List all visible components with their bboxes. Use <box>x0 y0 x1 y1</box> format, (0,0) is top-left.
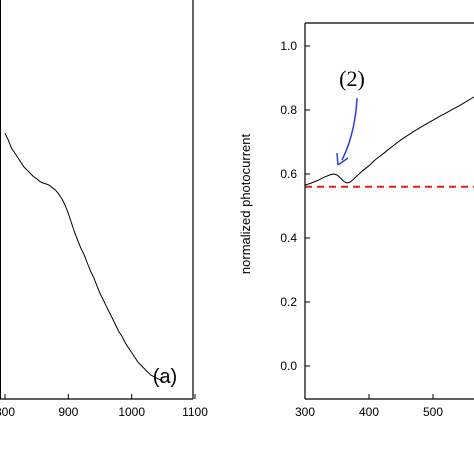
panel-b-y-ticks: 0.0 0.2 0.4 0.6 0.8 1.0 <box>280 39 310 373</box>
panel-b-y-tick-label: 1.0 <box>280 39 297 53</box>
panel-b-x-tick-label: 400 <box>359 405 379 419</box>
panel-a-x-tick-label: 900 <box>58 405 78 419</box>
panel-b-y-axis-label: normalized photocurrent <box>238 134 253 275</box>
panel-a-label: (a) <box>153 366 177 388</box>
panel-b-x-tick-label: 500 <box>423 405 443 419</box>
panel-a-x-tick-label: 800 <box>0 405 15 419</box>
panel-b: 0.0 0.2 0.4 0.6 0.8 1.0 300 400 500 normalized … <box>238 22 474 419</box>
panel-a: 800 900 1000 1100 (a) <box>0 0 208 419</box>
panel-b-annotation-label: (2) <box>339 66 365 91</box>
panel-b-y-tick-label: 0.2 <box>280 295 297 309</box>
panel-a-x-ticks: 800 900 1000 1100 <box>0 394 208 419</box>
panel-b-y-tick-label: 0.8 <box>280 103 297 117</box>
panel-b-x-tick-label: 300 <box>295 405 315 419</box>
panel-b-x-ticks: 300 400 500 <box>295 394 443 419</box>
panel-b-series-line <box>305 96 474 186</box>
panel-b-annotation-arrowhead <box>336 152 349 166</box>
panel-b-y-tick-label: 0.4 <box>280 231 297 245</box>
panel-b-y-tick-label: 0.6 <box>280 167 297 181</box>
panel-a-series-line <box>4 133 164 382</box>
panel-a-x-tick-label: 1000 <box>118 405 145 419</box>
plot-area-b <box>305 96 474 188</box>
plot-area-a <box>4 133 164 382</box>
panel-a-x-tick-label: 1100 <box>182 405 208 419</box>
panel-b-annotation-arrow <box>341 97 358 161</box>
panel-b-y-tick-label: 0.0 <box>280 359 297 373</box>
